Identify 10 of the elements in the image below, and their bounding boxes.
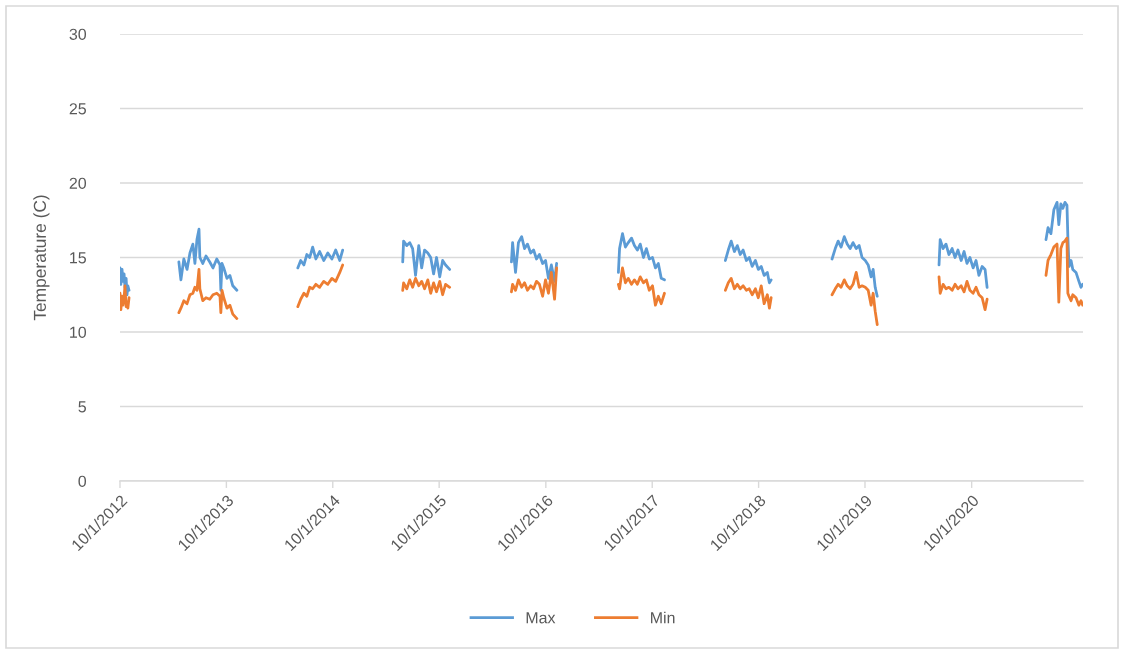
y-tick-label: 30: [69, 28, 87, 40]
y-tick-label: 25: [69, 103, 86, 115]
y-tick-label: 15: [70, 252, 86, 264]
y-tick-label: 0: [78, 475, 87, 487]
legend-label: Max: [526, 612, 556, 624]
y-tick-label: 20: [69, 177, 87, 189]
y-tick-label: 5: [78, 401, 86, 413]
legend-label: Min: [651, 611, 675, 624]
y-tick-label: 10: [70, 326, 87, 338]
y-axis-title: Temperature (C): [33, 195, 50, 321]
